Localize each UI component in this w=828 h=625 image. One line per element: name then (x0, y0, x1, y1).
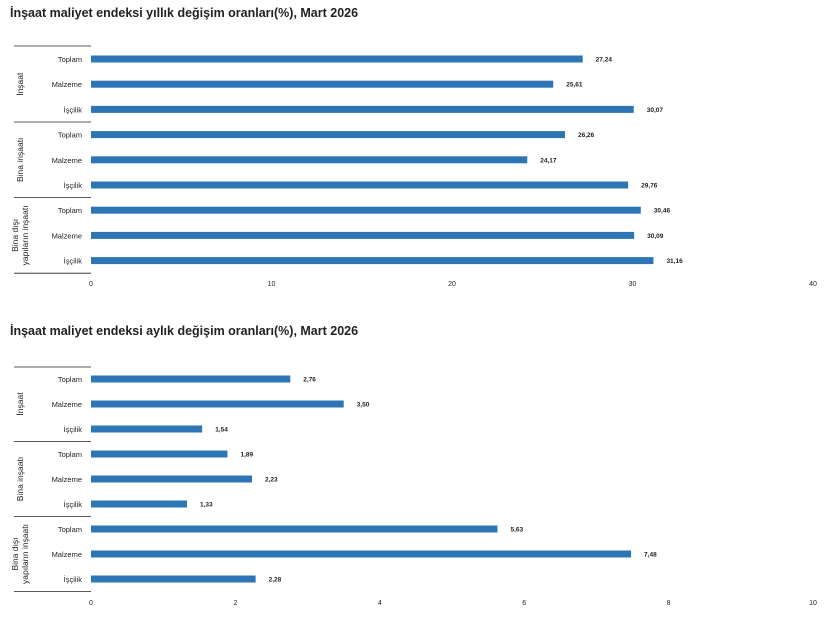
group-label-line: yapıların inşaatı (20, 205, 30, 265)
group-label: Bina inşaatı (15, 457, 25, 501)
group-label: Bina dışıyapıların inşaatı (10, 205, 30, 265)
x-tick-label: 40 (809, 281, 817, 288)
bar (91, 550, 632, 558)
bar (91, 181, 629, 189)
category-label: İşçilik (64, 425, 83, 434)
data-label: 3,50 (357, 402, 370, 409)
annual-change-chart: İnşaat maliyet endeksi yıllık değişim or… (0, 0, 828, 312)
chart-title: İnşaat maliyet endeksi yıllık değişim or… (10, 6, 359, 20)
bar (91, 375, 291, 383)
x-tick-label: 4 (378, 600, 382, 607)
data-label: 25,61 (566, 82, 583, 89)
data-label: 5,63 (510, 527, 523, 534)
category-label: Malzeme (52, 475, 82, 484)
bar (91, 400, 344, 408)
category-label: İşçilik (64, 575, 83, 584)
category-label: İşçilik (64, 257, 83, 266)
group-label-line: İnşaat (15, 392, 25, 416)
bar (91, 231, 635, 239)
x-tick-label: 6 (522, 600, 526, 607)
category-label: Toplam (58, 450, 82, 459)
bar (91, 80, 554, 88)
data-label: 1,33 (200, 502, 213, 509)
data-label: 1,54 (215, 427, 228, 434)
group-label-line: yapıların inşaatı (20, 524, 30, 584)
bar (91, 450, 228, 458)
category-label: Malzeme (52, 231, 82, 240)
category-label: Toplam (58, 375, 82, 384)
category-label: İşçilik (64, 500, 83, 509)
bar (91, 55, 583, 63)
x-tick-label: 8 (667, 600, 671, 607)
group-label-line: Bina inşaatı (15, 457, 25, 501)
annual-change-plot: İnşaat Toplam 27,24 Malzeme 25,61 İşçilik 30,0… (10, 45, 817, 288)
category-label: İşçilik (64, 181, 83, 190)
data-label: 1,89 (240, 452, 253, 459)
chart-title: İnşaat maliyet endeksi aylık değişim ora… (10, 324, 359, 338)
category-label: Malzeme (52, 80, 82, 89)
group-label-line: Bina inşaatı (15, 138, 25, 182)
bar (91, 525, 498, 533)
group-label: Bina dışıyapıların inşaatı (10, 524, 30, 584)
bar (91, 131, 565, 139)
x-tick-label: 0 (89, 281, 93, 288)
data-label: 26,26 (578, 132, 595, 139)
bar (91, 500, 188, 508)
data-label: 31,16 (666, 258, 683, 265)
category-label: Malzeme (52, 400, 82, 409)
group-label: İnşaat (15, 392, 25, 416)
category-label: Malzeme (52, 550, 82, 559)
category-label: Toplam (58, 525, 82, 534)
group-label: İnşaat (15, 72, 25, 96)
bar (91, 475, 253, 483)
x-tick-label: 0 (89, 600, 93, 607)
category-label: Malzeme (52, 156, 82, 165)
x-tick-label: 10 (809, 600, 817, 607)
data-label: 2,28 (269, 577, 282, 584)
bar (91, 257, 654, 265)
category-label: Toplam (58, 206, 82, 215)
data-label: 27,24 (596, 57, 613, 64)
x-tick-label: 20 (448, 281, 456, 288)
data-label: 30,46 (654, 208, 671, 215)
bar (91, 425, 203, 433)
monthly-change-chart: İnşaat maliyet endeksi aylık değişim ora… (0, 318, 828, 625)
x-tick-label: 2 (233, 600, 237, 607)
monthly-change-plot: İnşaat Toplam 2,76 Malzeme 3,50 İşçilik 1,54 Bi… (10, 366, 817, 607)
category-label: Toplam (58, 55, 82, 64)
category-label: Toplam (58, 131, 82, 140)
bar (91, 156, 528, 164)
group-label-line: Bina dışı (10, 219, 20, 252)
x-tick-label: 10 (268, 281, 276, 288)
data-label: 29,76 (641, 183, 658, 190)
bar (91, 206, 641, 214)
data-label: 2,76 (303, 377, 316, 384)
group-label: Bina inşaatı (15, 138, 25, 182)
bar (91, 105, 634, 113)
category-label: İşçilik (64, 105, 83, 114)
group-label-line: İnşaat (15, 72, 25, 96)
data-label: 24,17 (540, 157, 557, 164)
data-label: 2,23 (265, 477, 278, 484)
x-tick-label: 30 (629, 281, 637, 288)
data-label: 7,48 (644, 552, 657, 559)
bar (91, 575, 256, 583)
group-label-line: Bina dışı (10, 537, 20, 570)
data-label: 30,09 (647, 233, 664, 240)
data-label: 30,07 (647, 107, 664, 114)
